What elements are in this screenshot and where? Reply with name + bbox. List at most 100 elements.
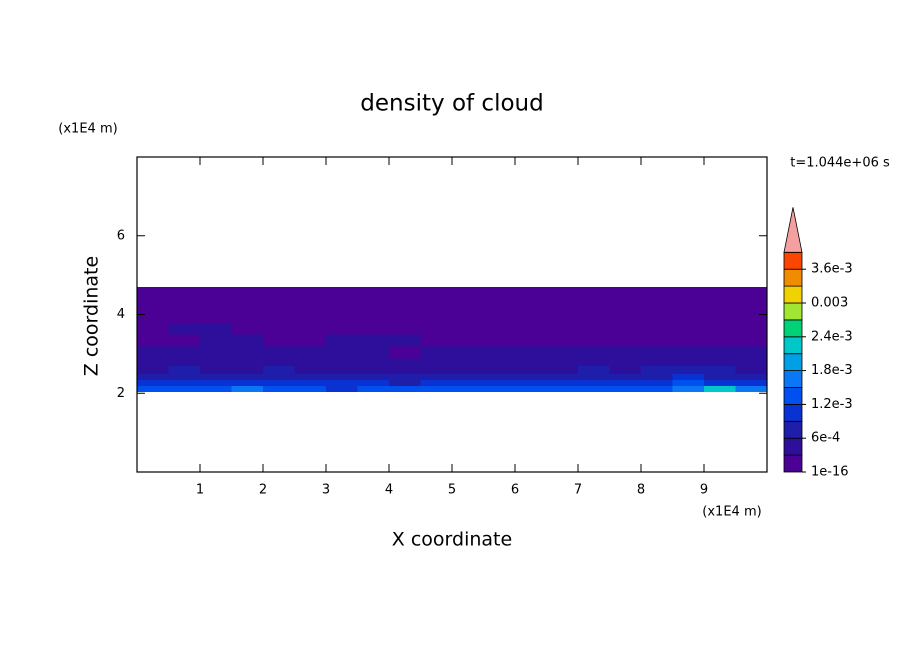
- contour-cell: [294, 286, 327, 308]
- contour-cell: [326, 306, 358, 323]
- contour-cell: [420, 334, 453, 347]
- contour-cell: [483, 306, 516, 323]
- contour-cell: [735, 373, 768, 380]
- contour-cell: [704, 357, 736, 367]
- contour-cell: [641, 373, 673, 380]
- contour-cell: [420, 385, 453, 392]
- contour-cell: [168, 357, 201, 367]
- contour-cell: [735, 346, 768, 359]
- contour-cell: [452, 286, 484, 308]
- contour-cell: [200, 385, 232, 392]
- contour-cell: [357, 322, 390, 335]
- contour-cell: [672, 306, 705, 323]
- contour-cell: [263, 379, 295, 386]
- y-tick-label: 4: [117, 307, 125, 322]
- contour-cell: [452, 373, 484, 380]
- x-tick-label: 3: [322, 483, 330, 498]
- contour-cell: [735, 322, 768, 335]
- contour-cell: [357, 346, 390, 359]
- contour-cell: [200, 357, 232, 367]
- contour-cell: [641, 346, 673, 359]
- contour-cell: [452, 385, 484, 392]
- contour-cell: [672, 322, 705, 335]
- contour-cell: [515, 306, 547, 323]
- contour-cell: [546, 322, 579, 335]
- x-tick-label: 7: [574, 483, 582, 498]
- contour-cell: [515, 357, 547, 367]
- contour-cell: [578, 334, 610, 347]
- contour-cell: [704, 334, 736, 347]
- contour-cell: [137, 357, 169, 367]
- contour-cell: [168, 385, 201, 392]
- contour-cell: [420, 365, 453, 375]
- contour-cell: [420, 306, 453, 323]
- contour-cell: [263, 286, 295, 308]
- contour-cell: [546, 306, 579, 323]
- contour-cell: [483, 357, 516, 367]
- contour-cell: [578, 306, 610, 323]
- colorbar-box: [783, 319, 803, 338]
- colorbar-box: [783, 403, 803, 422]
- contour-cell: [231, 322, 264, 335]
- contour-cell: [326, 365, 358, 375]
- x-tick-label: 2: [259, 483, 267, 498]
- contour-cell: [452, 379, 484, 386]
- contour-cell: [735, 385, 768, 392]
- contour-cell: [483, 365, 516, 375]
- contour-cell: [168, 346, 201, 359]
- contour-cell: [578, 373, 610, 380]
- colorbar-box: [783, 285, 803, 304]
- colorbar-label: 3.6e-3: [811, 262, 853, 277]
- contour-cell: [357, 385, 390, 392]
- contour-cell: [168, 286, 201, 308]
- contour-cell: [672, 373, 705, 380]
- colorbar-box: [783, 353, 803, 372]
- contour-cell: [641, 365, 673, 375]
- contour-cell: [452, 346, 484, 359]
- contour-cell: [200, 346, 232, 359]
- colorbar-box: [783, 251, 803, 270]
- contour-cell: [420, 373, 453, 380]
- contour-cell: [704, 379, 736, 386]
- contour-cell: [578, 365, 610, 375]
- colorbar-label: 1e-16: [811, 465, 849, 480]
- contour-cell: [357, 286, 390, 308]
- contour-cell: [200, 365, 232, 375]
- contour-cell: [357, 334, 390, 347]
- contour-cell: [609, 334, 642, 347]
- contour-cell: [168, 379, 201, 386]
- contour-cell: [578, 346, 610, 359]
- contour-cell: [168, 365, 201, 375]
- contour-cell: [200, 322, 232, 335]
- contour-cell: [483, 373, 516, 380]
- contour-cell: [578, 379, 610, 386]
- x-tick-label: 1: [196, 483, 204, 498]
- contour-cell: [546, 334, 579, 347]
- contour-cell: [672, 365, 705, 375]
- contour-cell: [137, 322, 169, 335]
- contour-cell: [231, 334, 264, 347]
- colorbar-box: [783, 336, 803, 355]
- contour-cell: [294, 365, 327, 375]
- chart-title: density of cloud: [360, 91, 543, 117]
- contour-cell: [578, 357, 610, 367]
- x-axis-label: X coordinate: [392, 529, 512, 551]
- contour-cell: [672, 357, 705, 367]
- contour-cell: [294, 373, 327, 380]
- contour-cell: [357, 365, 390, 375]
- contour-cell: [735, 306, 768, 323]
- contour-cell: [137, 306, 169, 323]
- contour-cell: [735, 286, 768, 308]
- contour-cell: [704, 365, 736, 375]
- contour-cell: [515, 322, 547, 335]
- contour-cell: [326, 286, 358, 308]
- contour-cell: [420, 379, 453, 386]
- x-tick-label: 4: [385, 483, 393, 498]
- colorbar-label: 1.8e-3: [811, 363, 853, 378]
- contour-cell: [420, 357, 453, 367]
- contour-cell: [168, 373, 201, 380]
- contour-cell: [483, 379, 516, 386]
- contour-cell: [389, 334, 421, 347]
- colorbar-box: [783, 387, 803, 405]
